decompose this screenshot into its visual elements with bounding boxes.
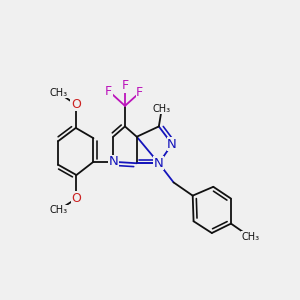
Text: CH₃: CH₃ <box>49 206 67 215</box>
Text: CH₃: CH₃ <box>153 104 171 114</box>
Text: F: F <box>136 86 143 99</box>
Text: F: F <box>105 85 112 98</box>
Text: O: O <box>71 98 81 111</box>
Text: F: F <box>122 79 128 92</box>
Text: N: N <box>108 155 118 168</box>
Text: CH₃: CH₃ <box>241 232 259 242</box>
Text: N: N <box>154 157 164 170</box>
Text: O: O <box>71 192 81 205</box>
Text: CH₃: CH₃ <box>49 88 67 98</box>
Text: N: N <box>167 138 177 151</box>
